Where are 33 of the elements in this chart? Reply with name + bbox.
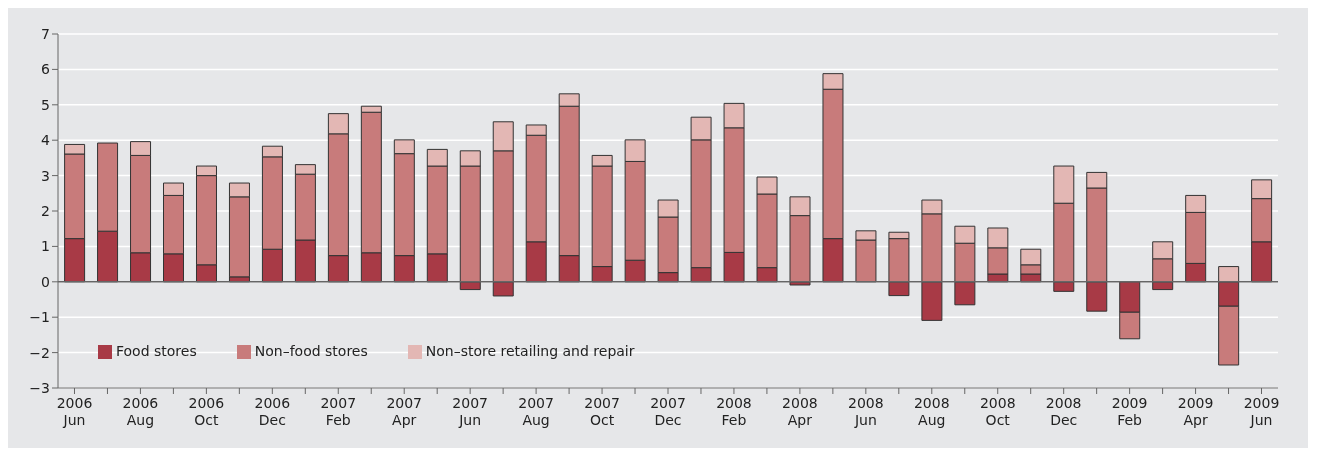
x-tick-label: 2008 Dec [1045, 395, 1082, 428]
x-tick-label: 2009 Apr [1177, 395, 1214, 428]
y-tick-label: 1 [41, 238, 50, 255]
y-tick-label: 3 [41, 167, 50, 184]
x-tick-label: 2008 Apr [782, 395, 818, 428]
y-tick-label: −2 [29, 344, 50, 361]
y-tick-label: −1 [29, 309, 50, 326]
y-tick-label: 5 [41, 96, 50, 113]
x-tick-label: 2006 Oct [188, 395, 225, 428]
x-tick-label: 2008 Feb [716, 395, 752, 428]
x-tick-label: 2007 Apr [386, 395, 423, 428]
x-tick-label: 2008 Aug [913, 395, 950, 428]
y-tick-label: 6 [41, 61, 51, 78]
legend-label: Non–store retailing and repair [425, 343, 635, 359]
x-tick-label: 2006 Jun [56, 395, 93, 428]
x-tick-label: 2008 Oct [979, 395, 1016, 428]
legend-label: Food stores [116, 343, 197, 359]
x-tick-label: 2006 Aug [122, 395, 159, 428]
x-tick-label: 2007 Oct [584, 395, 620, 428]
x-tick-label: 2009 Jun [1243, 395, 1280, 428]
y-tick-label: 2 [41, 202, 50, 219]
x-tick-label: 2007 Feb [320, 395, 357, 428]
x-tick-label: 2007 Jun [452, 395, 488, 428]
x-tick-label: 2007 Aug [518, 395, 554, 428]
x-tick-label: 2006 Dec [254, 395, 291, 428]
y-tick-label: 4 [41, 132, 51, 149]
x-tick-label: 2007 Dec [650, 395, 686, 428]
y-tick-label: 0 [41, 273, 50, 290]
x-tick-label: 2009 Feb [1111, 395, 1148, 428]
legend-label: Non–food stores [254, 343, 368, 359]
x-tick-label: 2008 Jun [848, 395, 884, 428]
y-tick-label: −3 [29, 379, 50, 396]
y-tick-label: 7 [41, 25, 50, 42]
